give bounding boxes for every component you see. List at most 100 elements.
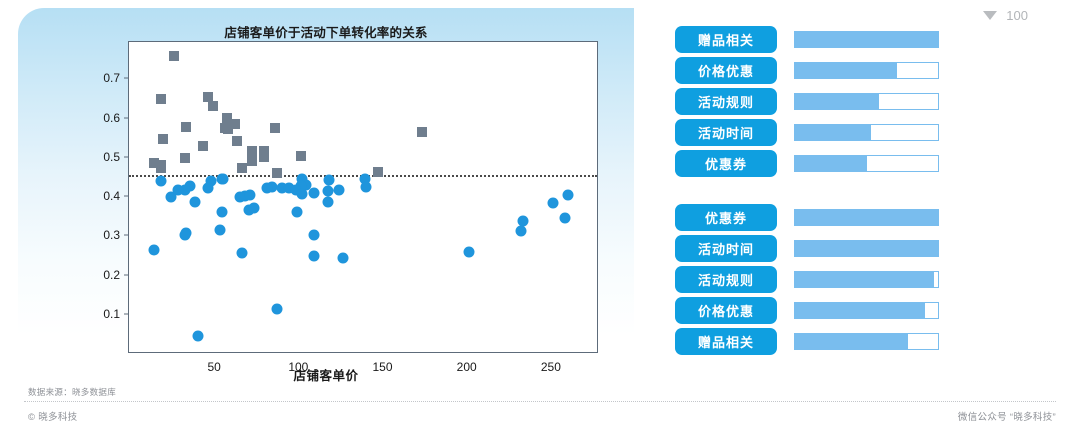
bar-panels: 100 赠品相关 价格优惠 活动规则 活动时间 优惠券 优惠券 活动时间 活动规则 价格优惠赠… bbox=[660, 0, 1080, 380]
data-point-series-1 bbox=[547, 197, 559, 209]
bar-track bbox=[794, 61, 939, 79]
data-point-series-0 bbox=[272, 168, 283, 179]
data-point-series-1 bbox=[179, 229, 191, 241]
category-pill[interactable]: 活动时间 bbox=[676, 119, 776, 145]
data-point-series-1 bbox=[295, 180, 307, 192]
bar-fill bbox=[795, 93, 880, 109]
category-pill[interactable]: 价格优惠 bbox=[676, 57, 776, 83]
data-point-series-0 bbox=[169, 50, 180, 61]
data-point-series-0 bbox=[157, 133, 168, 144]
bar-group-bottom: 优惠券活动时间活动规则价格优惠赠品相关 bbox=[676, 204, 1080, 359]
data-point-series-1 bbox=[308, 250, 320, 262]
data-point-series-1 bbox=[308, 187, 320, 199]
data-point-series-1 bbox=[463, 246, 475, 258]
data-point-series-1 bbox=[283, 182, 295, 194]
data-point-series-1 bbox=[248, 202, 260, 214]
data-point-series-0 bbox=[223, 124, 234, 135]
data-point-series-1 bbox=[189, 196, 201, 208]
category-pill[interactable]: 优惠券 bbox=[676, 150, 776, 176]
y-axis-tick: 0.3 bbox=[103, 228, 129, 242]
bar-track bbox=[794, 154, 939, 172]
bar-fill bbox=[795, 31, 938, 47]
category-pill[interactable]: 活动时间 bbox=[676, 235, 776, 261]
x-axis-label: 店铺客单价 bbox=[293, 369, 359, 383]
category-pill[interactable]: 活动规则 bbox=[676, 266, 776, 292]
x-axis-tick: 150 bbox=[372, 360, 393, 374]
data-point-series-1 bbox=[236, 247, 248, 259]
category-pill[interactable]: 活动规则 bbox=[676, 88, 776, 114]
bar-track bbox=[794, 92, 939, 110]
data-point-series-1 bbox=[192, 330, 204, 342]
bar-row: 价格优惠 bbox=[676, 297, 1080, 323]
data-point-series-1 bbox=[562, 189, 574, 201]
data-point-series-0 bbox=[258, 146, 269, 157]
triangle-down-icon bbox=[983, 11, 998, 20]
x-axis-tick: 100 bbox=[288, 360, 309, 374]
y-axis-tick: 0.6 bbox=[103, 111, 129, 125]
bar-track bbox=[794, 301, 939, 319]
category-pill[interactable]: 价格优惠 bbox=[676, 297, 776, 323]
category-pill[interactable]: 赠品相关 bbox=[676, 26, 776, 52]
bar-track bbox=[794, 332, 939, 350]
data-point-series-1 bbox=[360, 181, 372, 193]
data-point-series-0 bbox=[221, 112, 232, 123]
bar-fill bbox=[795, 209, 938, 225]
bar-fill bbox=[795, 155, 867, 171]
scale-max-value: 100 bbox=[1006, 8, 1028, 23]
data-point-series-1 bbox=[216, 206, 228, 218]
data-point-series-0 bbox=[246, 156, 257, 167]
data-point-series-1 bbox=[271, 303, 283, 315]
data-source-text: 数据来源：晓多数据库 bbox=[28, 387, 117, 397]
bar-track bbox=[794, 270, 939, 288]
x-axis-tick: 50 bbox=[207, 360, 221, 374]
data-point-series-0 bbox=[416, 127, 427, 138]
footer-divider bbox=[24, 401, 1056, 402]
data-point-series-0 bbox=[258, 151, 269, 162]
data-point-series-1 bbox=[165, 191, 177, 203]
data-point-series-1 bbox=[214, 224, 226, 236]
data-point-series-1 bbox=[296, 173, 308, 185]
data-point-series-1 bbox=[148, 244, 160, 256]
data-point-series-0 bbox=[230, 119, 241, 129]
y-axis-tick: 0.5 bbox=[103, 150, 129, 164]
data-point-series-1 bbox=[291, 206, 303, 218]
data-point-series-1 bbox=[559, 212, 571, 224]
data-point-series-1 bbox=[276, 182, 288, 194]
data-point-series-1 bbox=[333, 184, 345, 196]
data-point-series-1 bbox=[296, 188, 308, 200]
bar-fill bbox=[795, 124, 871, 140]
bar-fill bbox=[795, 240, 938, 256]
data-point-series-0 bbox=[208, 100, 219, 111]
bar-row: 赠品相关 bbox=[676, 328, 1080, 354]
y-axis-tick: 0.7 bbox=[103, 71, 129, 85]
data-point-series-1 bbox=[205, 175, 217, 187]
scale-header: 100 bbox=[983, 8, 1028, 23]
data-point-series-0 bbox=[203, 91, 214, 102]
bar-fill bbox=[795, 62, 897, 78]
data-point-series-0 bbox=[295, 151, 306, 162]
category-pill[interactable]: 赠品相关 bbox=[676, 328, 776, 354]
data-point-series-1 bbox=[184, 180, 196, 192]
data-point-series-1 bbox=[337, 252, 349, 264]
copyright-text: © 晓多科技 bbox=[28, 412, 78, 423]
data-point-series-1 bbox=[322, 185, 334, 197]
y-axis-label: 活动咨询2天内下单转化率 bbox=[0, 42, 117, 354]
bar-track bbox=[794, 208, 939, 226]
bar-row: 活动时间 bbox=[676, 119, 1080, 145]
bar-fill bbox=[795, 333, 908, 349]
data-point-series-0 bbox=[198, 140, 209, 151]
data-point-series-1 bbox=[323, 174, 335, 186]
data-point-series-1 bbox=[179, 184, 191, 196]
data-point-series-1 bbox=[308, 229, 320, 241]
bar-row: 价格优惠 bbox=[676, 57, 1080, 83]
y-axis-tick: 0.1 bbox=[103, 307, 129, 321]
data-point-series-1 bbox=[322, 196, 334, 208]
data-point-series-0 bbox=[246, 145, 257, 156]
x-axis-tick: 200 bbox=[456, 360, 477, 374]
data-point-series-0 bbox=[155, 93, 166, 104]
category-pill[interactable]: 优惠券 bbox=[676, 204, 776, 230]
data-point-series-0 bbox=[179, 153, 190, 164]
wechat-account-text: 微信公众号 “晓多科技” bbox=[957, 412, 1056, 423]
data-point-series-0 bbox=[181, 122, 192, 133]
plot-area: 活动咨询2天内下单转化率 0.10.20.30.40.50.60.7501001… bbox=[103, 41, 598, 374]
